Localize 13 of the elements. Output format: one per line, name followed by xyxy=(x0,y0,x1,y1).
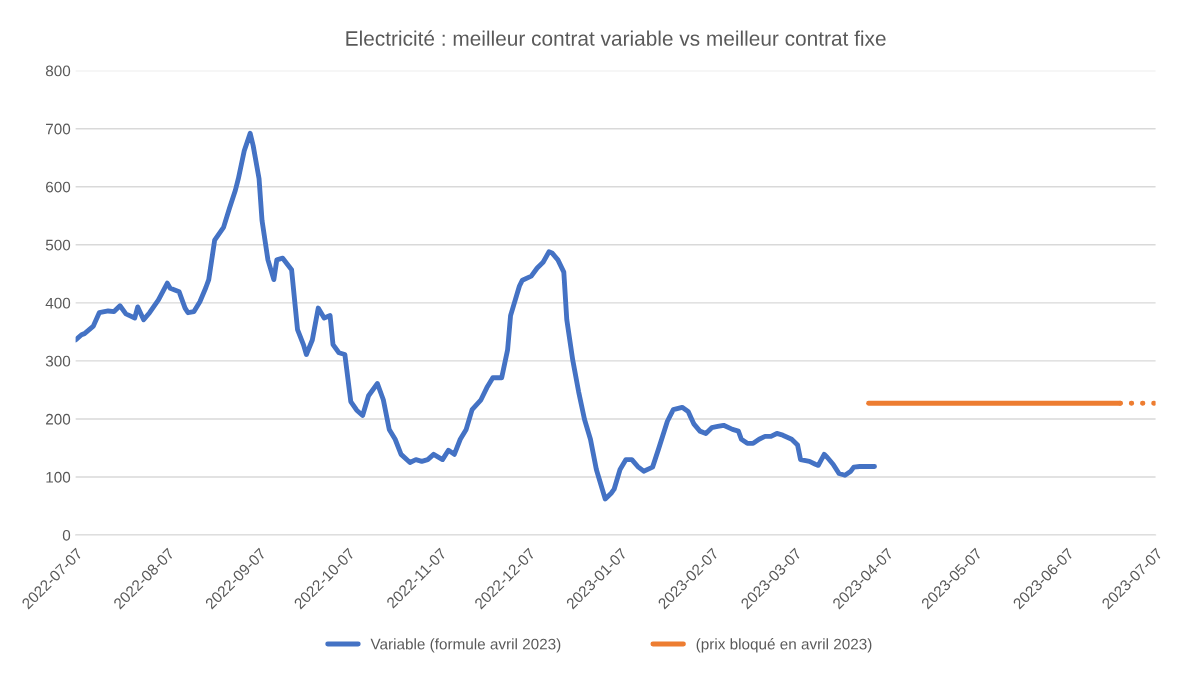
y-tick-label: 100 xyxy=(46,471,71,483)
y-tick-label: 300 xyxy=(45,355,71,367)
y-tick-label: 600 xyxy=(46,181,71,193)
line-series xyxy=(75,130,877,502)
y-tick-label: 400 xyxy=(45,297,71,309)
legend-label: Variable (formule avril 2023) xyxy=(370,638,561,653)
y-tick-label: 700 xyxy=(46,123,71,135)
y-tick-label: 500 xyxy=(45,239,71,251)
y-tick-label: 200 xyxy=(46,413,71,425)
legend-label: (prix bloqué en avril 2023) xyxy=(696,638,872,653)
y-tick-label: 800 xyxy=(45,65,71,77)
chart-title: Electricité : meilleur contrat variable vs meilleur contrat fixe xyxy=(346,30,886,46)
y-tick-label: 0 xyxy=(62,529,71,541)
